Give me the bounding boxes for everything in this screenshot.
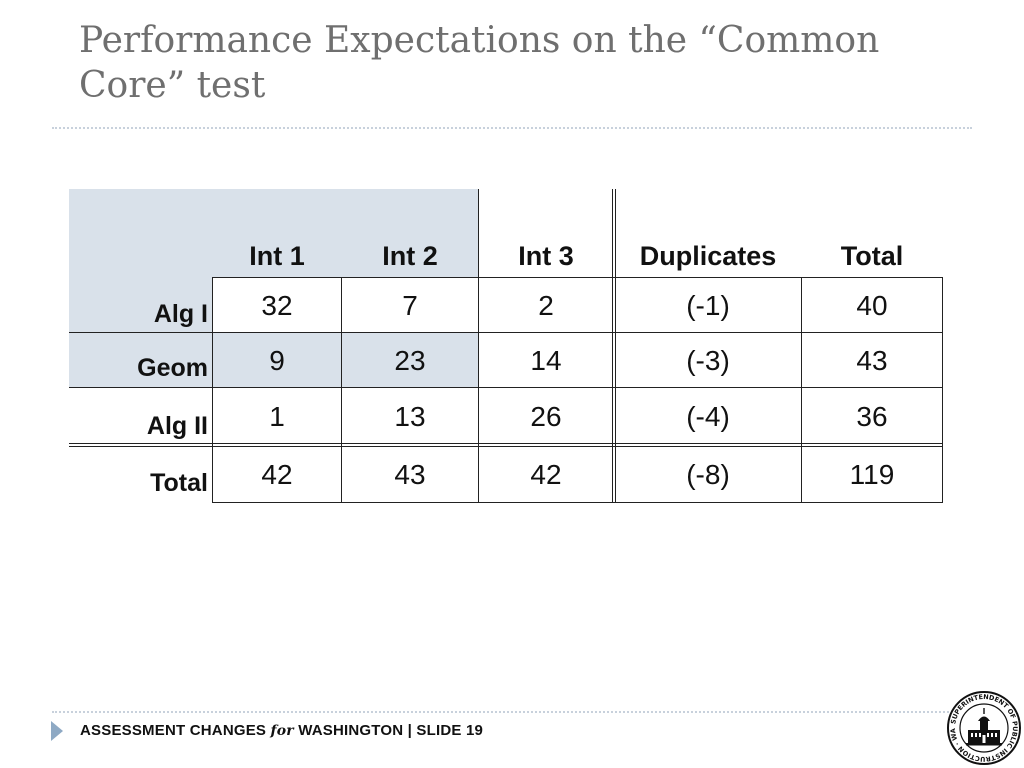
table-cell: 9 xyxy=(269,345,285,376)
row-label: Total xyxy=(150,469,208,497)
table-cell: (-4) xyxy=(686,401,730,432)
table-cell: 119 xyxy=(849,459,895,490)
footer-divider xyxy=(52,711,972,713)
grid-line xyxy=(212,502,943,503)
table-cell: 43 xyxy=(394,459,426,490)
table-cell: 43 xyxy=(856,345,888,376)
row-label: Geom xyxy=(137,354,208,382)
superintendent-seal-icon: SUPERINTENDENT OF PUBLIC INSTRUCTION · W… xyxy=(946,690,1021,765)
table-cell: 32 xyxy=(261,290,293,321)
grid-line xyxy=(801,277,802,503)
geom-row-shading xyxy=(212,333,478,388)
triangle-bullet-icon xyxy=(51,721,63,741)
grid-line xyxy=(69,443,943,444)
header-duplicates: Duplicates xyxy=(639,241,777,271)
header-shading xyxy=(69,189,478,278)
table-cell: 14 xyxy=(530,345,562,376)
grid-line xyxy=(212,277,213,503)
row-label: Alg I xyxy=(153,300,208,328)
row-label-shading xyxy=(69,278,212,388)
grid-line xyxy=(478,189,479,503)
table-cell: 7 xyxy=(402,290,418,321)
table-cell: 40 xyxy=(856,290,888,321)
table-cell: (-1) xyxy=(686,290,730,321)
table-cell: 2 xyxy=(538,290,554,321)
table-cell: (-8) xyxy=(686,459,730,490)
header-int3: Int 3 xyxy=(518,241,574,271)
row-label: Alg II xyxy=(146,412,208,440)
grid-line xyxy=(69,387,943,388)
grid-line xyxy=(212,277,943,278)
grid-line xyxy=(341,277,342,503)
grid-line xyxy=(612,189,613,503)
grid-line xyxy=(615,189,616,503)
grid-line xyxy=(942,277,943,503)
table-cell: 42 xyxy=(530,459,562,490)
grid-line xyxy=(69,332,943,333)
table-cell: (-3) xyxy=(686,345,730,376)
table-cell: 36 xyxy=(856,401,888,432)
table-cell: 42 xyxy=(261,459,293,490)
table-cell: 1 xyxy=(269,401,285,432)
footer-text-part1: ASSESSMENT CHANGES xyxy=(80,722,271,739)
header-int2: Int 2 xyxy=(382,241,438,271)
grid-line xyxy=(69,446,943,447)
footer-text-part2: WASHINGTON | SLIDE 19 xyxy=(293,722,484,739)
title-divider xyxy=(52,127,972,129)
slide-title: Performance Expectations on the “Common … xyxy=(79,20,880,106)
header-total: Total xyxy=(840,241,904,271)
header-int1: Int 1 xyxy=(249,241,305,271)
footer-text-for: for xyxy=(270,723,294,739)
table-cell: 26 xyxy=(530,401,562,432)
table-cell: 23 xyxy=(394,345,426,376)
slide-footer: ASSESSMENT CHANGES for WASHINGTON | SLID… xyxy=(80,721,483,741)
table-cell: 13 xyxy=(394,401,426,432)
